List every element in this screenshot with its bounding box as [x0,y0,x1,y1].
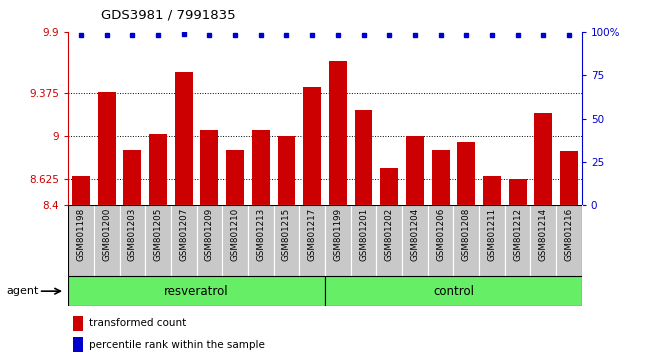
Text: GSM801204: GSM801204 [410,207,419,261]
Text: GSM801207: GSM801207 [179,207,188,261]
FancyBboxPatch shape [376,205,402,276]
FancyBboxPatch shape [274,205,300,276]
Text: GSM801211: GSM801211 [488,207,497,261]
FancyBboxPatch shape [325,276,582,306]
Bar [432,150,450,354]
FancyBboxPatch shape [530,205,556,276]
FancyBboxPatch shape [325,205,351,276]
FancyBboxPatch shape [196,205,222,276]
Bar [124,150,142,354]
Bar [73,337,83,352]
Text: percentile rank within the sample: percentile rank within the sample [89,339,265,350]
FancyBboxPatch shape [402,205,428,276]
Bar [72,176,90,354]
Bar [149,133,167,354]
Text: GSM801200: GSM801200 [102,207,111,261]
Bar [98,92,116,354]
Bar [73,316,83,331]
FancyBboxPatch shape [556,205,582,276]
Bar [354,110,372,354]
FancyBboxPatch shape [505,205,530,276]
Text: GSM801208: GSM801208 [462,207,471,261]
Text: GDS3981 / 7991835: GDS3981 / 7991835 [101,8,235,21]
FancyBboxPatch shape [94,205,120,276]
FancyBboxPatch shape [68,205,94,276]
Text: agent: agent [6,286,39,296]
Text: GSM801216: GSM801216 [564,207,573,261]
Text: GSM801210: GSM801210 [231,207,240,261]
Bar [560,151,578,354]
Text: GSM801213: GSM801213 [256,207,265,261]
FancyBboxPatch shape [248,205,274,276]
Text: GSM801214: GSM801214 [539,207,548,261]
Text: resveratrol: resveratrol [164,285,229,298]
FancyBboxPatch shape [120,205,146,276]
Text: GSM801205: GSM801205 [153,207,162,261]
Bar [200,130,218,354]
Bar [226,150,244,354]
Bar [380,168,398,354]
FancyBboxPatch shape [222,205,248,276]
Bar [457,142,475,354]
Text: transformed count: transformed count [89,318,186,329]
Text: GSM801215: GSM801215 [282,207,291,261]
Text: GSM801203: GSM801203 [128,207,137,261]
Bar [508,179,526,354]
Bar [329,61,347,354]
FancyBboxPatch shape [428,205,454,276]
Text: GSM801206: GSM801206 [436,207,445,261]
Text: GSM801198: GSM801198 [77,207,86,261]
FancyBboxPatch shape [146,205,171,276]
Bar [175,72,193,354]
Text: GSM801217: GSM801217 [307,207,317,261]
Bar [534,113,552,354]
FancyBboxPatch shape [479,205,505,276]
Bar [483,176,501,354]
Text: GSM801202: GSM801202 [385,207,394,261]
Bar [406,136,424,354]
FancyBboxPatch shape [300,205,325,276]
FancyBboxPatch shape [171,205,196,276]
Bar [278,136,296,354]
Text: GSM801212: GSM801212 [513,207,522,261]
Bar [303,87,321,354]
FancyBboxPatch shape [351,205,376,276]
FancyBboxPatch shape [68,276,325,306]
Text: GSM801199: GSM801199 [333,207,343,261]
Text: GSM801209: GSM801209 [205,207,214,261]
Text: control: control [433,285,474,298]
Text: GSM801201: GSM801201 [359,207,368,261]
FancyBboxPatch shape [454,205,479,276]
Bar [252,130,270,354]
